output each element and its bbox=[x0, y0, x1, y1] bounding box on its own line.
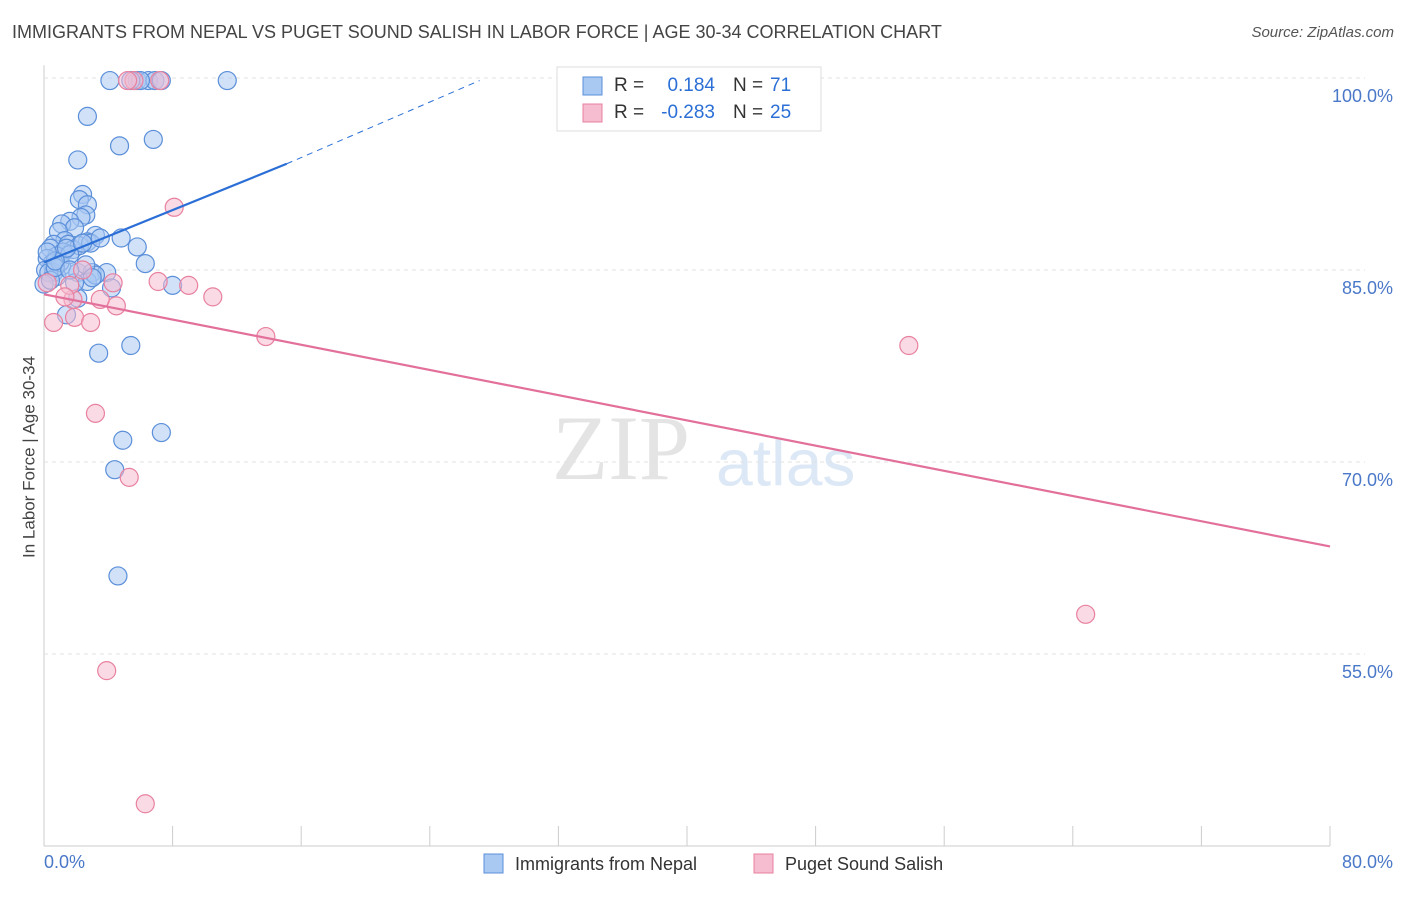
stats-swatch bbox=[582, 103, 603, 123]
y-tick-label: 55.0% bbox=[1342, 662, 1393, 682]
legend: Immigrants from Nepal Puget Sound Salish bbox=[483, 853, 943, 874]
plot-area bbox=[34, 70, 1331, 814]
point bbox=[90, 228, 110, 248]
point bbox=[64, 307, 85, 327]
point bbox=[127, 237, 147, 257]
y-tick-label: 100.0% bbox=[1332, 86, 1393, 106]
point bbox=[143, 129, 163, 150]
n-label: N = bbox=[733, 102, 763, 123]
point bbox=[899, 335, 919, 356]
point bbox=[117, 70, 138, 91]
point bbox=[81, 312, 101, 333]
n-value: 25 bbox=[770, 102, 791, 123]
point bbox=[113, 430, 133, 450]
x-tick-label: 80.0% bbox=[1342, 852, 1393, 872]
point bbox=[151, 422, 171, 443]
point bbox=[109, 136, 130, 156]
point bbox=[148, 271, 168, 292]
y-tick-label: 70.0% bbox=[1342, 470, 1393, 490]
point bbox=[108, 566, 128, 586]
grid: 55.0% 70.0% 85.0% 100.0% 0.0% 80.0% bbox=[43, 65, 1393, 872]
point bbox=[97, 661, 117, 681]
point bbox=[135, 254, 155, 274]
chart-title: IMMIGRANTS FROM NEPAL VS PUGET SOUND SAL… bbox=[12, 22, 942, 42]
y-tick-label: 85.0% bbox=[1342, 278, 1393, 298]
trend-line bbox=[43, 293, 1331, 548]
watermark: atlas bbox=[716, 425, 855, 499]
point bbox=[103, 273, 123, 293]
y-axis-label: In Labor Force | Age 30-34 bbox=[19, 356, 38, 558]
r-label: R = bbox=[614, 102, 644, 123]
source: Source: ZipAtlas.com bbox=[1251, 24, 1394, 41]
point bbox=[217, 70, 237, 91]
point bbox=[1076, 604, 1096, 624]
point bbox=[68, 150, 88, 170]
point bbox=[89, 343, 109, 363]
r-value: -0.283 bbox=[661, 102, 715, 123]
point bbox=[121, 335, 141, 356]
point bbox=[44, 312, 64, 333]
point bbox=[203, 287, 223, 307]
point bbox=[179, 275, 199, 295]
point bbox=[72, 260, 93, 280]
r-value: 0.184 bbox=[667, 75, 715, 96]
n-value: 71 bbox=[770, 75, 791, 96]
legend-label: Puget Sound Salish bbox=[785, 854, 943, 874]
point bbox=[85, 403, 106, 423]
watermark: ZIP bbox=[552, 397, 690, 499]
stats-legend: R = 0.184 N = 71 R = -0.283 N = 25 bbox=[582, 75, 791, 123]
point bbox=[106, 296, 126, 316]
x-tick-label: 0.0% bbox=[44, 852, 85, 872]
legend-label: Immigrants from Nepal bbox=[515, 854, 697, 874]
point bbox=[135, 794, 155, 814]
point bbox=[119, 467, 139, 487]
r-label: R = bbox=[614, 75, 644, 96]
stats-swatch bbox=[582, 76, 603, 96]
trend-line bbox=[43, 162, 288, 264]
n-label: N = bbox=[733, 75, 763, 96]
point bbox=[100, 70, 120, 91]
point bbox=[77, 106, 98, 127]
point bbox=[37, 273, 57, 293]
point bbox=[150, 70, 170, 91]
legend-swatch bbox=[483, 853, 504, 874]
legend-swatch bbox=[753, 853, 774, 874]
trend-line bbox=[286, 80, 480, 165]
